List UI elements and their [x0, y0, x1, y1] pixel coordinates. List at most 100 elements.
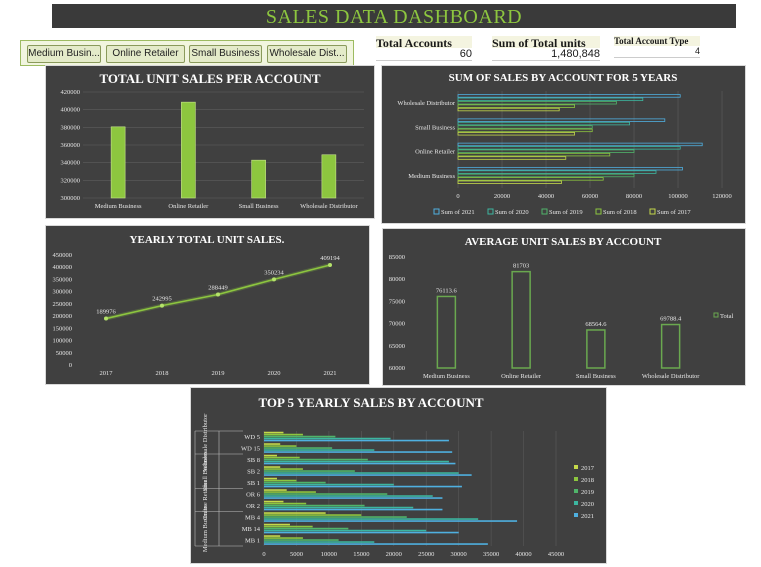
y-tick-label: MB 1	[245, 537, 260, 544]
x-tick-label: 20000	[494, 193, 510, 200]
series-line	[105, 264, 331, 320]
x-tick-label: 2018	[156, 370, 169, 377]
bar-wd-5-2018	[264, 433, 303, 436]
slicer-button-medium-business[interactable]: Medium Busin...	[27, 45, 101, 63]
legend-swatch-2019	[574, 489, 578, 493]
bar-or-6-2019	[264, 493, 388, 495]
group-label: Online Retailer	[202, 479, 209, 520]
account-type-slicer: Medium Busin... Online Retailer Small Bu…	[20, 40, 354, 66]
y-tick-label: SB 8	[247, 457, 260, 464]
y-tick-label: 320000	[61, 177, 81, 184]
bar-medium-business-sum-of-2021	[457, 166, 683, 171]
bar-or-6-2018	[264, 491, 316, 493]
legend-swatch-sum-of-2020	[487, 208, 494, 215]
chart-yearly-total-unit-sales: YEARLY TOTAL UNIT SALES. 0 50000 100000 1500…	[45, 225, 370, 385]
bar-or-2-2017	[264, 500, 284, 503]
bar-or-2-2019	[264, 504, 365, 507]
sum-units-label: Sum of Total units	[492, 36, 600, 50]
chart-top5-yearly-sales: TOP 5 YEARLY SALES BY ACCOUNT 0 5000 10000 1…	[190, 387, 607, 564]
x-tick-label: Medium Business	[95, 203, 142, 210]
bar-wd-15-2017	[264, 443, 281, 445]
bar-medium-business-sum-of-2020	[457, 170, 657, 174]
bar-online-retailer-sum-of-2021	[457, 142, 703, 147]
x-tick-label: 80000	[626, 193, 642, 200]
bar-small-business	[586, 329, 606, 369]
y-tick-label: WD 5	[244, 434, 260, 441]
y-tick-label: 65000	[389, 343, 405, 350]
data-label: 409194	[320, 255, 340, 262]
legend-swatch-total	[713, 312, 719, 318]
legend-label: Sum of 2019	[549, 209, 583, 216]
chart-sum-sales-5-years: SUM OF SALES BY ACCOUNT FOR 5 YEARS 0 2000…	[381, 65, 746, 224]
legend-label: 2021	[581, 513, 594, 520]
total-accounts-value: 60	[376, 48, 472, 61]
bar-sb-2-2020	[264, 472, 459, 474]
legend-label: 2020	[581, 501, 594, 508]
bar-medium-business	[110, 126, 126, 199]
bar-small-business-sum-of-2021	[457, 118, 666, 122]
y-tick-label: 400000	[61, 107, 81, 114]
bar-or-2-2018	[264, 502, 307, 505]
bar-sb-8-2017	[264, 454, 277, 457]
account-type-value: 4	[614, 46, 700, 58]
bar-wd-15-2021	[264, 451, 453, 453]
y-tick-label: MB 4	[245, 514, 261, 521]
account-type-label: Total Account Type	[614, 36, 700, 47]
x-tick-label: Online Retailer	[501, 373, 542, 380]
bar-wd-5-2021	[264, 439, 449, 442]
bar-sb-8-2020	[264, 460, 449, 463]
x-tick-label: Online Retailer	[168, 203, 209, 210]
y-tick-label: 340000	[61, 160, 81, 167]
y-tick-label: SB 1	[247, 480, 260, 487]
slicer-button-wholesale-distributor[interactable]: Wholesale Dist...	[267, 45, 347, 63]
sum-units-value: 1,480,848	[492, 48, 600, 61]
bar-or-2-2021	[264, 508, 443, 511]
x-tick-label: 15000	[353, 551, 369, 558]
x-tick-label: 2017	[100, 370, 114, 377]
bar-or-6-2021	[264, 497, 443, 499]
legend-swatch-2021	[574, 513, 578, 517]
bar-wd-5-2020	[264, 437, 391, 440]
data-label: 242995	[152, 296, 172, 303]
bar-sb-1-2021	[264, 485, 462, 488]
y-tick-label: OR 2	[246, 503, 260, 510]
bar-sb-2-2017	[264, 466, 281, 468]
bar-mb-14-2020	[264, 529, 427, 532]
x-tick-label: 0	[262, 551, 265, 558]
bar-wd-15-2019	[264, 447, 333, 449]
chart-unit-sales-per-account: TOTAL UNIT SALES PER ACCOUNT 300000 320000…	[45, 65, 375, 219]
point-2018	[160, 303, 164, 308]
y-tick-label: 380000	[61, 124, 81, 131]
y-tick-label: 300000	[61, 195, 81, 202]
chart-title: TOTAL UNIT SALES PER ACCOUNT	[99, 71, 320, 86]
y-tick-label: 60000	[389, 365, 405, 372]
y-tick-label: SB 2	[247, 468, 260, 475]
bar-mb-1-2020	[264, 541, 375, 543]
legend-label: Sum of 2021	[441, 209, 475, 216]
bar-wholesale-distributor-sum-of-2020	[457, 97, 644, 102]
y-tick-label: 75000	[389, 298, 405, 305]
bar-mb-14-2021	[264, 531, 459, 534]
y-tick-label: 50000	[56, 350, 72, 357]
y-tick-label: 450000	[53, 252, 73, 259]
bar-wholesale-distributor	[321, 154, 337, 199]
bar-sb-1-2018	[264, 479, 297, 482]
bar-mb-14-2017	[264, 523, 290, 526]
bar-sb-2-2018	[264, 468, 303, 470]
slicer-button-online-retailer[interactable]: Online Retailer	[106, 45, 185, 63]
data-label: 189976	[96, 309, 116, 316]
chart-title: YEARLY TOTAL UNIT SALES.	[130, 234, 285, 246]
y-tick-label: 400000	[53, 264, 73, 271]
group-label: Wholesale Distributor	[202, 413, 209, 471]
x-tick-label: 40000	[538, 193, 554, 200]
x-tick-label: 60000	[582, 193, 598, 200]
y-tick-label: 350000	[53, 276, 73, 283]
legend-swatch-2017	[574, 465, 578, 469]
y-tick-label: 420000	[61, 89, 81, 96]
slicer-button-small-business[interactable]: Small Business	[189, 45, 262, 63]
x-tick-label: 5000	[290, 551, 303, 558]
bar-medium-business-sum-of-2017	[457, 180, 562, 184]
y-tick-label: Online Retailer	[415, 149, 456, 156]
legend-label: 2018	[581, 477, 594, 484]
bar-or-6-2020	[264, 495, 433, 497]
